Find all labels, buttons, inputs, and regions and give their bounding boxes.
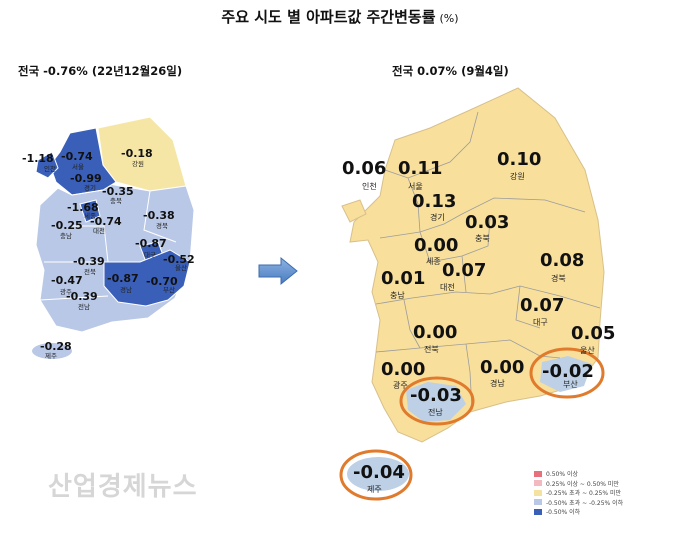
right-region-name: 대전 [440,282,455,292]
left-region-name: 경북 [156,221,168,230]
right-region-name: 광주 [393,380,408,390]
right-region-name: 강원 [510,171,525,181]
right-map-subtitle: 전국 0.07% (9월4일) [392,64,509,78]
left-region-name: 강원 [132,159,144,168]
left-region-value: -0.99 [70,172,102,185]
right-region-name: 서울 [408,182,423,191]
left-map-labels: -1.18 인천 -0.74 서울 -0.99 경기 -0.18 강원 -0.3… [22,147,195,360]
right-region-value: -0.03 [410,385,462,406]
legend-label: -0.50% 이하 [546,509,581,517]
left-region-name: 충남 [60,231,72,240]
chart-title: 주요 시도 별 아파트값 주간변동률 (%) [0,6,680,27]
left-region-value: -0.39 [73,255,105,268]
right-region-value: 0.07 [520,295,564,316]
right-region-value: 0.01 [381,268,425,289]
left-region-name: 대전 [93,226,105,235]
right-region-value: 0.00 [413,322,457,343]
left-region-value: -1.68 [67,201,99,214]
right-region-name: 부산 [563,379,578,389]
left-region-name: 충북 [110,196,122,205]
right-arrow-icon [258,256,298,286]
right-region-value: 0.00 [414,235,458,256]
left-region-value: -0.47 [51,274,83,287]
left-region-value: -0.87 [107,272,139,285]
left-region-name: 세종 [84,211,96,220]
left-region-name: 대구 [144,251,156,259]
left-map-subtitle: 전국 -0.76% (22년12월26일) [18,64,183,78]
legend: 0.50% 이상 0.25% 이상 ~ 0.50% 미만 -0.25% 초과 ~… [534,469,623,517]
right-region-value: 0.08 [540,250,584,271]
left-region-value: -1.18 [22,152,54,165]
legend-swatch [534,480,542,487]
right-region-value: 0.00 [480,357,524,378]
watermark: 산업경제뉴스 [48,472,198,502]
right-region-name: 울산 [580,345,595,355]
left-region-value: -0.35 [102,185,134,198]
left-region-name: 제주 [45,352,57,360]
right-map-labels: 0.06 인천 0.11 서울 0.10 강원 0.13 경기 0.03 충북 … [342,149,615,494]
right-region-value: 0.11 [398,158,442,179]
right-region-name: 충남 [390,291,405,300]
right-region-value: 0.07 [442,260,486,281]
legend-label: 0.25% 이상 ~ 0.50% 미만 [546,480,619,488]
legend-label: -0.50% 초과 ~ -0.25% 이하 [546,499,624,507]
right-region-name: 충북 [475,234,490,243]
left-region-value: -0.87 [135,237,167,250]
left-region-value: -0.18 [121,147,153,160]
left-region-value: -0.28 [40,340,72,353]
right-region-value: 0.05 [571,323,615,344]
left-region-value: -0.74 [90,215,122,228]
left-region-value: -0.70 [146,275,178,288]
right-region-name: 세종 [426,257,441,266]
right-region-name: 경기 [430,212,445,222]
legend-swatch [534,508,542,515]
legend-swatch [534,489,542,496]
title-unit: (%) [439,12,459,25]
right-region-name: 전남 [428,407,443,417]
legend-swatch [534,470,542,477]
right-map-shapes [339,87,605,501]
right-region-name: 인천 [362,181,377,191]
left-region-name: 경기 [84,183,96,192]
left-region-value: -0.39 [66,290,98,303]
left-region-value: -0.25 [51,219,83,232]
legend-label: -0.25% 초과 ~ 0.25% 미만 [546,490,622,498]
right-region-value: -0.02 [542,361,594,382]
legend-label: 0.50% 이상 [546,471,579,479]
left-region-name: 경남 [120,285,132,294]
right-region-name: 대구 [533,318,548,327]
right-region-value: 0.13 [412,191,456,212]
right-region-value: 0.00 [381,359,425,380]
left-region-name: 부산 [163,285,175,294]
left-region-name: 광주 [60,288,72,296]
left-region-name: 전북 [84,267,96,276]
right-region-value: -0.04 [353,462,405,483]
right-region-name: 경북 [551,273,566,283]
right-region-value: 0.06 [342,158,386,179]
left-region-name: 전남 [78,302,90,311]
right-region-value: 0.03 [465,212,509,233]
legend-item: -0.25% 초과 ~ 0.25% 미만 [534,488,623,498]
right-region-name: 전북 [424,344,439,354]
legend-item: 0.25% 이상 ~ 0.50% 미만 [534,479,623,489]
right-region-name: 경남 [490,378,505,388]
left-region-name: 울산 [175,263,187,272]
left-region-name: 서울 [72,162,84,171]
left-map-shapes [32,116,195,359]
title-text: 주요 시도 별 아파트값 주간변동률 [221,8,436,26]
left-region-name: 인천 [44,164,56,173]
left-region-value: -0.74 [61,150,93,163]
left-region-value: -0.38 [143,209,175,222]
legend-swatch [534,499,542,506]
legend-item: 0.50% 이상 [534,469,623,479]
legend-item: -0.50% 초과 ~ -0.25% 이하 [534,498,623,508]
left-region-value: -0.52 [163,253,195,266]
legend-item: -0.50% 이하 [534,507,623,517]
right-region-value: 0.10 [497,149,541,170]
right-region-name: 제주 [367,485,382,494]
